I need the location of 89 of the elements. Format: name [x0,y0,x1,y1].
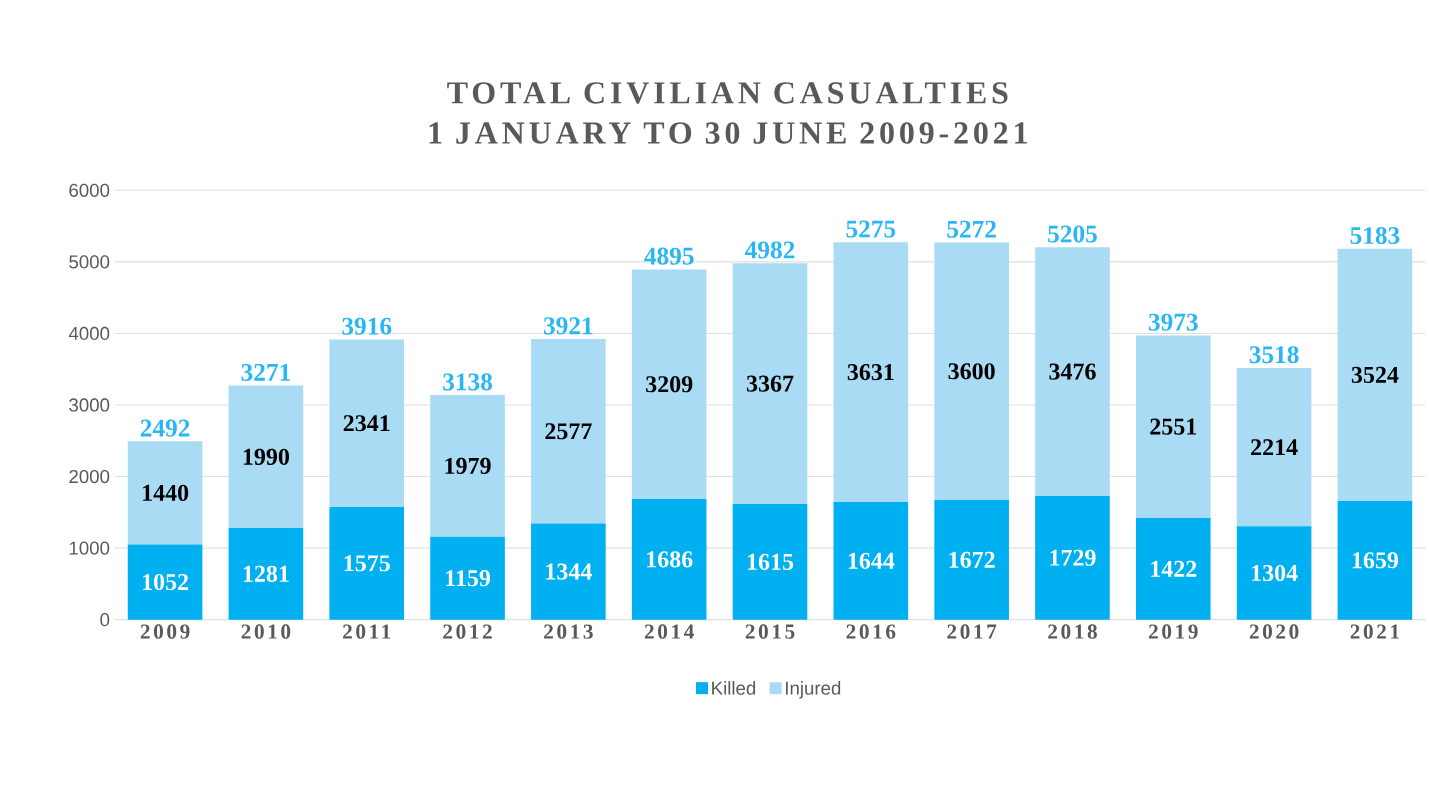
total-label: 3138 [443,373,493,391]
bar [329,506,405,620]
y-tick-label: 6000 [69,183,110,197]
data-label: 1159 [446,570,491,587]
bar [1337,500,1413,620]
bar [531,523,606,620]
bar [631,499,707,620]
data-label: 1422 [1151,560,1197,577]
x-tick-label: 2014 [644,624,694,639]
bar [127,441,203,545]
x-tick-label: 2011 [343,624,391,639]
bar [430,395,505,537]
x-tick-label: 2021 [1350,624,1399,639]
data-label: 3631 [847,364,894,381]
bar [531,339,606,524]
x-tick-label: 2010 [241,624,291,639]
bar [631,269,707,500]
bar [1236,526,1312,620]
bar [1236,367,1312,527]
data-label: 1644 [848,552,895,569]
data-label: 1686 [647,551,693,568]
data-label: 3524 [1351,366,1399,383]
y-tick-label: 5000 [69,255,110,269]
bar [1035,247,1110,496]
bar [1135,335,1211,518]
total-label: 4982 [745,241,795,259]
bar [833,502,909,620]
bar [732,263,808,505]
bar [833,242,909,503]
data-label: 1281 [243,565,289,582]
bar [430,536,505,620]
x-tick-label: 2012 [443,624,492,639]
data-label: 1659 [1352,552,1399,569]
bar [934,500,1009,620]
bar [1135,517,1211,620]
data-label: 2214 [1251,439,1298,456]
x-tick-label: 2020 [1249,624,1299,639]
total-label: 5275 [846,220,896,238]
data-label: 1344 [546,563,592,580]
y-tick-label: 0 [100,613,110,627]
bar [127,544,203,620]
chart-subtitle: 1 JANUARY TO 30 JUNE 2009-2021 [429,122,1027,144]
x-tick-label: 2015 [745,624,795,639]
bar [329,339,405,507]
bar [228,385,304,528]
x-tick-label: 2016 [846,624,896,639]
bar [1337,248,1413,501]
bar [228,527,304,620]
data-label: 2577 [545,423,592,440]
bar [732,504,808,620]
total-label: 3916 [342,317,392,335]
total-label: 5205 [1048,225,1097,243]
data-label: 2341 [343,415,390,432]
total-label: 3973 [1148,313,1198,331]
data-label: 1990 [243,448,289,465]
data-label: 1440 [143,484,189,501]
y-tick-label: 4000 [68,326,110,341]
x-tick-label: 2018 [1048,624,1097,639]
data-label: 1052 [143,573,189,591]
data-label: 1615 [747,553,794,570]
data-label: 1979 [445,457,491,474]
x-tick-label: 2017 [947,624,997,639]
chart-title: TOTAL CIVILIAN CASUALTIES [447,82,1008,104]
data-label: 2551 [1150,418,1197,435]
data-label: 1729 [1050,549,1096,566]
y-tick-label: 1000 [69,541,110,555]
x-tick-label: 2013 [544,624,593,639]
data-label: 3367 [746,375,794,392]
total-label: 4895 [644,247,694,265]
total-label: 5272 [947,220,996,238]
legend-label: Killed [712,681,756,695]
bar [1035,495,1110,620]
bar [934,242,1009,501]
total-label: 3921 [543,317,593,335]
data-label: 3476 [1049,363,1096,380]
x-tick-label: 2009 [140,624,190,639]
y-tick-label: 2000 [69,469,110,484]
data-label: 1672 [949,551,995,568]
total-label: 2492 [140,419,190,437]
total-label: 3518 [1249,346,1299,364]
data-label: 3600 [948,363,995,380]
x-tick-label: 2019 [1149,624,1198,639]
total-label: 5183 [1350,227,1400,245]
y-tick-label: 3000 [69,398,110,412]
total-label: 3271 [241,363,290,381]
data-label: 1304 [1252,564,1298,582]
data-label: 1575 [344,555,390,572]
legend-label: Injured [786,681,841,699]
data-label: 3209 [646,376,693,393]
